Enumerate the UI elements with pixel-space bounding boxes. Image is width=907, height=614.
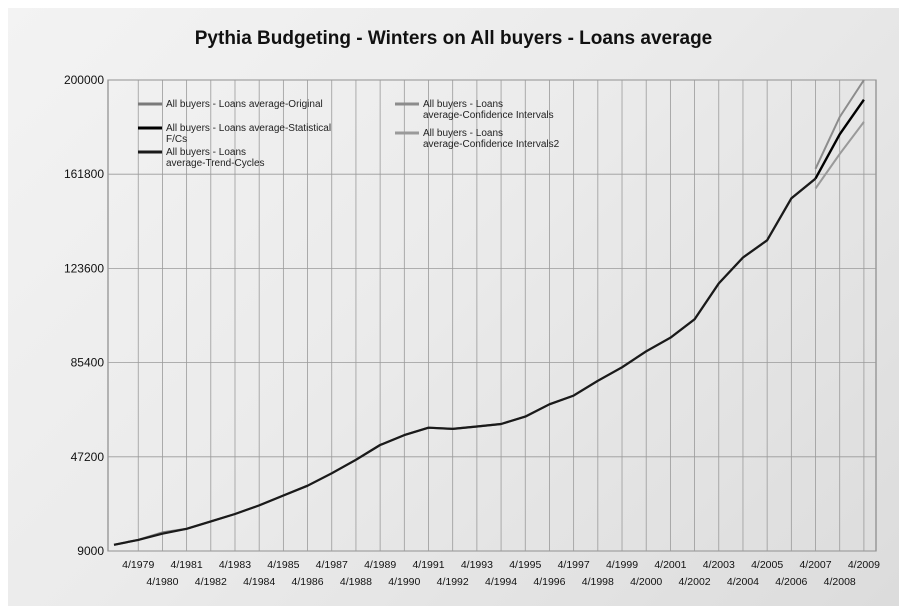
chart-title: Pythia Budgeting - Winters on All buyers… [194,28,713,49]
x-tick-label: 4/2003 [703,559,735,571]
series-line [814,79,865,170]
series-line [814,99,865,180]
x-tick-label: 4/1985 [267,559,299,571]
x-tick-label: 4/1987 [316,559,348,571]
x-tick-label: 4/2001 [654,559,686,571]
x-tick-label: 4/2005 [751,559,783,571]
x-tick-label: 4/1986 [291,576,323,588]
x-tick-label: 4/2002 [679,576,711,588]
x-tick-label: 4/1998 [582,576,614,588]
y-tick-label: 161800 [64,167,104,181]
legend-label: average-Confidence Intervals2 [423,139,560,150]
legend-label: All buyers - Loans [423,99,503,110]
x-tick-label: 4/1984 [243,576,275,588]
y-tick-label: 85400 [71,356,105,370]
series-line [113,177,817,546]
legend-label: All buyers - Loans average-Statistical [166,123,331,134]
x-tick-label: 4/1995 [509,559,541,571]
x-tick-label: 4/1989 [364,559,396,571]
x-tick-label: 4/2004 [727,576,759,588]
x-tick-label: 4/2009 [848,559,880,571]
x-tick-label: 4/1994 [485,576,517,588]
x-tick-label: 4/1979 [122,559,154,571]
chart-frame [8,8,899,606]
x-tick-label: 4/2007 [799,559,831,571]
x-tick-label: 4/1980 [146,576,178,588]
series-line [814,121,865,190]
x-tick-label: 4/2006 [775,576,807,588]
series-line [113,177,817,546]
legend-label: All buyers - Loans [166,147,246,158]
y-tick-label: 200000 [64,73,104,87]
x-tick-label: 4/1997 [558,559,590,571]
y-tick-label: 123600 [64,261,104,275]
y-tick-label: 9000 [77,544,104,558]
x-tick-label: 4/1993 [461,559,493,571]
x-tick-label: 4/1991 [412,559,444,571]
legend-label: All buyers - Loans average-Original [166,99,323,110]
legend-label: F/Cs [166,134,187,145]
x-tick-label: 4/2000 [630,576,662,588]
legend-label: All buyers - Loans [423,128,503,139]
x-tick-label: 4/1992 [437,576,469,588]
x-tick-label: 4/1988 [340,576,372,588]
legend-label: average-Trend-Cycles [166,158,265,169]
x-tick-label: 4/1999 [606,559,638,571]
x-tick-label: 4/2008 [824,576,856,588]
x-tick-label: 4/1981 [171,559,203,571]
y-tick-label: 47200 [71,450,105,464]
x-tick-label: 4/1996 [533,576,565,588]
x-tick-label: 4/1982 [195,576,227,588]
legend-label: average-Confidence Intervals [423,110,554,121]
x-tick-label: 4/1983 [219,559,251,571]
x-tick-label: 4/1990 [388,576,420,588]
